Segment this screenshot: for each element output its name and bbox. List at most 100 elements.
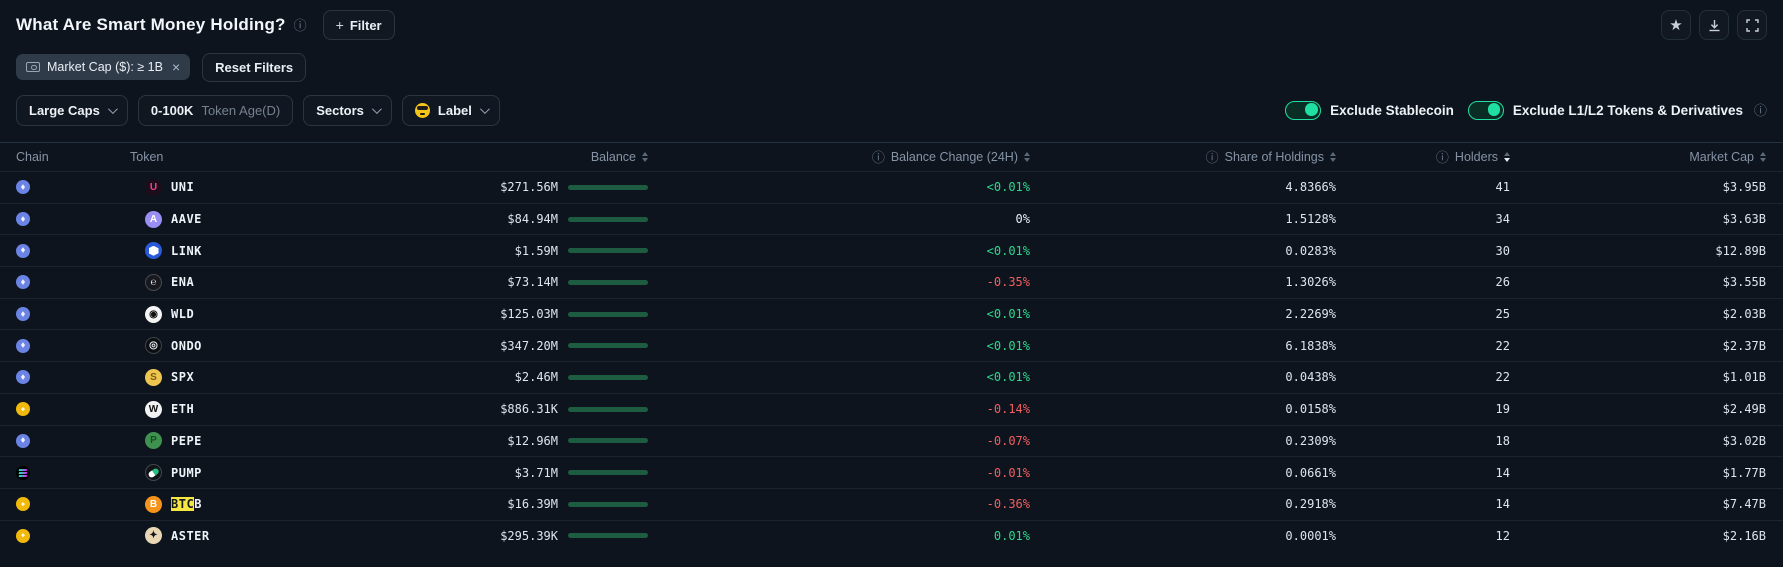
bnb-chain-icon: ◆ [16,402,30,417]
title-info-icon[interactable]: ⓘ [293,17,307,33]
table-row[interactable]: ◆ S SPX $2.46M <0.01% 0.0438% 22 $1.01B [0,361,1783,393]
reset-filters-button[interactable]: Reset Filters [202,52,307,82]
ethereum-chain-icon: ◆ [16,275,30,290]
bnb-chain-icon: ◆ [16,528,30,543]
table-row[interactable]: ◆ ✦ ASTER $295.39K 0.01% 0.0001% 12 $2.1… [0,519,1783,552]
aster-token-icon: ✦ [145,527,162,545]
holders-value: 26 [1495,275,1510,290]
remove-filter-icon[interactable]: × [171,59,181,75]
download-button[interactable] [1699,10,1729,40]
exclude-stablecoin-toggle[interactable] [1285,100,1322,120]
balance-bar [568,343,648,349]
balance-bar [568,311,648,317]
token-name[interactable]: BTCB [171,497,202,512]
token-age-suffix: Token Age(D) [201,102,281,118]
column-header-holders[interactable]: ⓘ Holders [1336,150,1510,164]
holders-value: 18 [1495,433,1510,448]
exclude-l1l2-toggle[interactable] [1467,100,1504,120]
token-name[interactable]: ASTER [171,528,210,543]
holdings-table: Chain Token Balance ⓘ Balance Change (24… [0,142,1783,551]
holders-value: 41 [1495,180,1510,195]
label-dropdown[interactable]: Label [401,94,500,126]
exclude-l1l2-label: Exclude L1/L2 Tokens & Derivatives [1512,102,1743,118]
balance-bar [568,470,648,476]
token-age-value: 0-100K [150,102,194,118]
token-name[interactable]: AAVE [171,212,202,227]
market-cap-filter-chip[interactable]: Market Cap ($): ≥ 1B × [16,54,191,80]
table-row[interactable]: PUMP $3.71M -0.01% 0.0661% 14 $1.77B [0,456,1783,488]
token-name[interactable]: ENA [171,275,195,290]
balance-bar [568,374,648,380]
market-cap-dropdown-label: Large Caps [29,102,100,118]
token-name[interactable]: ONDO [171,338,202,353]
balance-bar [568,438,648,444]
share-of-holdings-value: 6.1838% [1285,338,1336,353]
aave-token-icon: A [145,210,162,228]
column-header-share-of-holdings[interactable]: ⓘ Share of Holdings [1030,150,1336,164]
token-name[interactable]: PEPE [171,433,202,448]
download-icon [1709,19,1719,31]
holders-value: 14 [1495,465,1510,480]
smart-money-emoji-icon [414,102,430,118]
table-row[interactable]: ◆ U UNI $271.56M <0.01% 4.8366% 41 $3.95… [0,171,1783,203]
table-row[interactable]: ◆ A AAVE $84.94M 0% 1.5128% 34 $3.63B [0,202,1783,235]
token-name[interactable]: PUMP [171,465,202,480]
table-row[interactable]: ◆ B BTCB $16.39M -0.36% 0.2918% 14 $7.47… [0,487,1783,520]
spx-token-icon: S [145,368,162,386]
balance-value: $73.14M [507,275,558,290]
exclude-stablecoin-label: Exclude Stablecoin [1330,102,1454,118]
info-icon: ⓘ [1435,149,1449,165]
share-of-holdings-value: 0.2918% [1285,497,1336,512]
table-row[interactable]: ◆ ◉ WLD $125.03M <0.01% 2.2269% 25 $2.03… [0,297,1783,330]
table-row[interactable]: ◆ ◎ ONDO $347.20M <0.01% 6.1838% 22 $2.3… [0,329,1783,361]
holders-value: 30 [1495,243,1510,258]
market-cap-dropdown[interactable]: Large Caps [16,94,128,126]
market-cap-value: $3.02B [1722,433,1766,448]
page-title: What Are Smart Money Holding? [16,15,286,34]
banknote-icon [26,62,40,72]
star-icon: ★ [1669,16,1683,34]
market-cap-value: $2.03B [1722,307,1766,322]
holders-value: 22 [1495,370,1510,385]
toggle-group: Exclude Stablecoin Exclude L1/L2 Tokens … [1285,100,1767,120]
holders-value: 12 [1495,528,1510,543]
sectors-dropdown[interactable]: Sectors [303,94,392,126]
ondo-token-icon: ◎ [145,337,162,355]
add-filter-button[interactable]: + Filter [322,10,395,40]
add-filter-label: Filter [349,17,382,33]
token-name[interactable]: ETH [171,402,195,417]
holders-value: 25 [1495,307,1510,322]
balance-value: $12.96M [507,433,558,448]
market-cap-value: $1.77B [1722,465,1766,480]
l1l2-info-icon[interactable]: ⓘ [1753,102,1767,118]
column-header-balance[interactable]: Balance [422,150,648,164]
balance-change-value: -0.35% [986,275,1030,290]
balance-value: $2.46M [514,370,558,385]
label-dropdown-label: Label [437,102,472,118]
column-header-balance-change[interactable]: ⓘ Balance Change (24H) [648,150,1030,164]
bnb-chain-icon: ◆ [16,497,30,512]
balance-bar [568,406,648,412]
balance-bar [568,533,648,539]
wld-token-icon: ◉ [145,305,162,323]
controls-row: Large Caps 0-100K Token Age(D) Sectors L… [0,94,1783,126]
share-of-holdings-value: 4.8366% [1285,180,1336,195]
token-name[interactable]: LINK [171,243,202,258]
market-cap-value: $3.63B [1722,212,1766,227]
token-name[interactable]: UNI [171,180,195,195]
table-row[interactable]: ◆ LINK $1.59M <0.01% 0.0283% 30 $12.89B [0,234,1783,266]
table-row[interactable]: ◆ ℮ ENA $73.14M -0.35% 1.3026% 26 $3.55B [0,266,1783,298]
table-row[interactable]: ◆ W ETH $886.31K -0.14% 0.0158% 19 $2.49… [0,392,1783,425]
favorite-button[interactable]: ★ [1661,10,1691,40]
fullscreen-button[interactable] [1737,10,1767,40]
share-of-holdings-value: 0.0283% [1285,243,1336,258]
balance-change-value: <0.01% [986,243,1030,258]
column-header-market-cap[interactable]: Market Cap [1510,150,1766,164]
table-row[interactable]: ◆ P PEPE $12.96M -0.07% 0.2309% 18 $3.02… [0,424,1783,457]
balance-change-value: <0.01% [986,180,1030,195]
token-name[interactable]: WLD [171,307,195,322]
token-age-filter[interactable]: 0-100K Token Age(D) [137,94,294,126]
balance-value: $271.56M [500,180,558,195]
token-name[interactable]: SPX [171,370,195,385]
fullscreen-icon [1745,18,1759,32]
